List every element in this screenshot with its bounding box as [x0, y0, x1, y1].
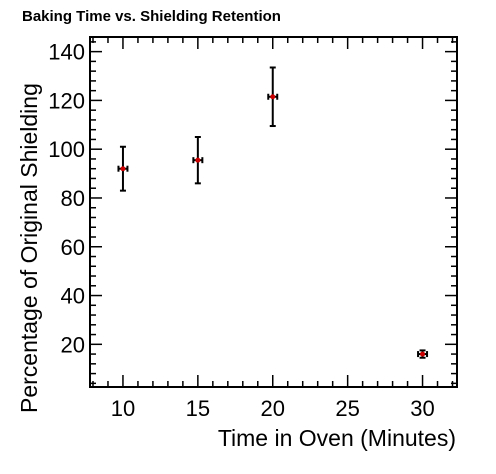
data-marker: [420, 352, 425, 357]
data-marker: [270, 94, 275, 99]
y-axis-label: Percentage of Original Shielding: [16, 83, 42, 413]
y-axis-ticks: 20 40 60 80 100 120 140: [48, 40, 457, 384]
data-marker: [120, 166, 125, 171]
chart-title: Baking Time vs. Shielding Retention: [22, 8, 281, 25]
data-point: [418, 350, 427, 357]
data-point: [268, 67, 277, 126]
x-tick-label: 30: [410, 396, 434, 421]
x-tick-label: 25: [335, 396, 359, 421]
y-tick-label: 60: [61, 235, 85, 260]
y-tick-label: 20: [61, 332, 85, 357]
y-tick-label: 100: [48, 137, 85, 162]
y-tick-label: 120: [48, 88, 85, 113]
data-points: [118, 67, 427, 357]
data-point: [118, 147, 127, 191]
data-point: [193, 137, 202, 183]
x-tick-label: 20: [261, 396, 285, 421]
x-tick-label: 10: [111, 396, 135, 421]
y-tick-label: 80: [61, 186, 85, 211]
data-marker: [195, 158, 200, 163]
y-tick-label: 40: [61, 284, 85, 309]
x-axis-label: Time in Oven (Minutes): [218, 425, 456, 451]
x-tick-label: 15: [186, 396, 210, 421]
y-tick-label: 140: [48, 40, 85, 65]
